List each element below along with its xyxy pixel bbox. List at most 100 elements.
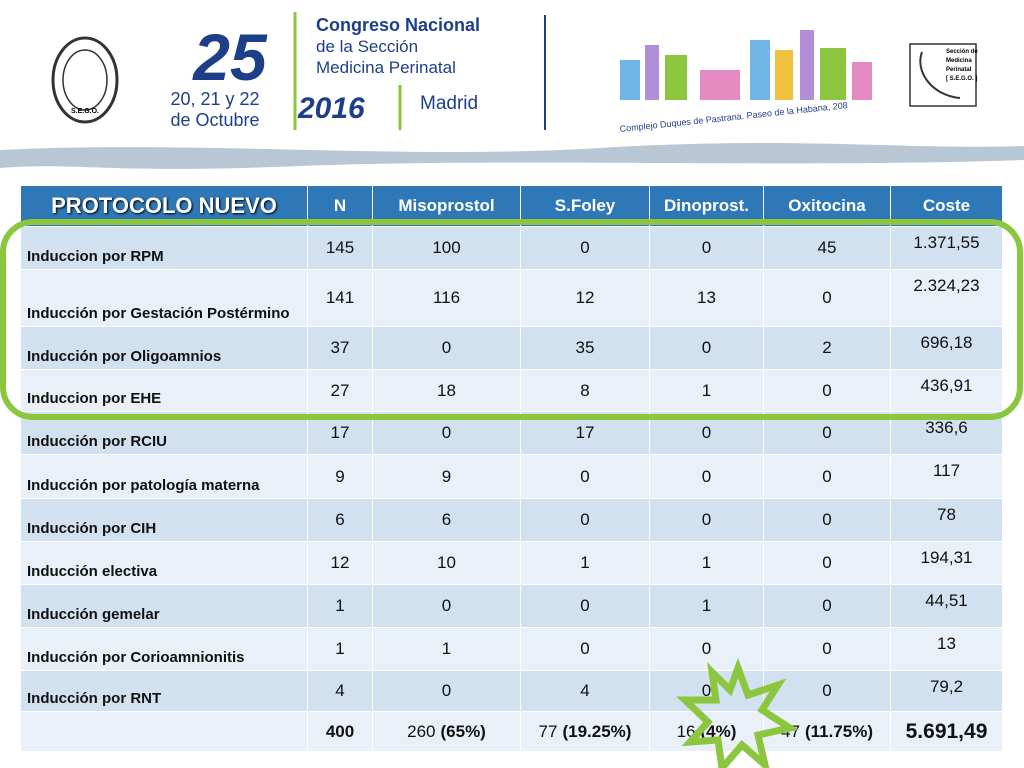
cell: 1 xyxy=(649,541,764,585)
data-row: Inducción por CIH 6 6 0 0 0 78 xyxy=(20,498,1003,542)
right-logo-text: [ S.E.G.O. ] xyxy=(946,76,977,82)
cell: 78 xyxy=(890,498,1003,542)
cell: 0 xyxy=(763,541,891,585)
right-logo-text: Perinatal xyxy=(946,67,972,73)
cell: 12 xyxy=(307,541,373,585)
cell: 27 xyxy=(307,369,373,412)
anniversary-number: 25 xyxy=(191,20,268,94)
left-logo-text: S.E.G.O. xyxy=(71,108,99,115)
total-row: 400 260 (65%) 77 (19.25%) 16 (4%) 47 (11.75%) 5.6… xyxy=(20,711,1003,752)
total-part: 5.691,49 xyxy=(905,719,988,743)
data-row: Inducción por Gestación Postérmino 141 116… xyxy=(20,269,1003,327)
cell: 0 xyxy=(763,269,891,327)
cell: 194,31 xyxy=(890,541,1003,585)
cell: 116 xyxy=(372,269,521,327)
protocol-table: PROTOCOLO NUEVO N Misoprostol S.Foley Dinopr… xyxy=(20,185,1003,752)
left-logo xyxy=(51,36,119,124)
cell: 1 xyxy=(307,584,373,628)
cell: 0 xyxy=(763,670,891,712)
total-part: (11.75%) xyxy=(804,721,873,741)
cell: 145 xyxy=(307,226,373,270)
data-row: Inducción gemelar 1 0 0 1 0 44,51 xyxy=(20,584,1003,628)
cell: 9 xyxy=(372,454,521,499)
cell: 1 xyxy=(307,627,373,671)
cell: 0 xyxy=(372,326,521,370)
cell: 4 xyxy=(307,670,373,712)
row-label: Inducción por CIH xyxy=(20,498,308,542)
cell: 6 xyxy=(307,498,373,542)
total-part: (65%) xyxy=(440,721,486,741)
year: 2016 xyxy=(297,92,365,125)
total-part: (19.25%) xyxy=(562,721,632,741)
total-cell: 5.691,49 xyxy=(890,711,1003,752)
row-label: Inducción por RCIU xyxy=(20,411,308,455)
row-label: Induccion por RPM xyxy=(20,226,308,270)
empty-cell xyxy=(20,711,308,752)
total-part: 47 xyxy=(781,721,800,741)
cell: 0 xyxy=(649,670,764,712)
cell: 12 xyxy=(520,269,650,327)
cell: 0 xyxy=(649,411,764,455)
cell: 0 xyxy=(763,454,891,499)
data-row: Induccion por RPM 145 100 0 0 45 1.371,55 xyxy=(20,226,1003,270)
data-row: Inducción por Oligoamnios 37 0 35 0 2 696,18 xyxy=(20,326,1003,370)
cell: 17 xyxy=(520,411,650,455)
cell: 1.371,55 xyxy=(890,226,1003,270)
cell: 1 xyxy=(649,584,764,628)
row-label: Inducción por Gestación Postérmino xyxy=(20,269,308,327)
data-row: Inducción por RNT 4 0 4 0 0 79,2 xyxy=(20,670,1003,712)
cell: 0 xyxy=(763,627,891,671)
header-cell: Coste xyxy=(890,185,1003,227)
left-logo-inner xyxy=(62,49,108,111)
cell: 6 xyxy=(372,498,521,542)
right-logo-figure xyxy=(919,51,961,99)
row-label: Inducción por RNT xyxy=(20,670,308,712)
cell: 44,51 xyxy=(890,584,1003,628)
row-label: Inducción por Corioamnionitis xyxy=(20,627,308,671)
data-row: Inducción por Corioamnionitis 1 1 0 0 0 13 xyxy=(20,627,1003,671)
dates-line: de Octubre xyxy=(170,110,259,130)
right-logo-text: Sección de xyxy=(946,49,978,55)
title-line: Medicina Perinatal xyxy=(316,58,456,77)
cell: 336,6 xyxy=(890,411,1003,455)
cell: 100 xyxy=(372,226,521,270)
header-cell: PROTOCOLO NUEVO xyxy=(20,185,308,227)
cell: 0 xyxy=(372,411,521,455)
total-part: 400 xyxy=(325,721,355,741)
cell: 45 xyxy=(763,226,891,270)
total-cell: 77 (19.25%) xyxy=(520,711,650,752)
total-part: 16 xyxy=(676,721,696,741)
total-cell: 47 (11.75%) xyxy=(763,711,891,752)
row-label: Induccion por EHE xyxy=(20,369,308,412)
cell: 2 xyxy=(763,326,891,370)
total-part: 77 xyxy=(538,721,558,741)
data-row: Induccion por EHE 27 18 8 1 0 436,91 xyxy=(20,369,1003,412)
cell: 436,91 xyxy=(890,369,1003,412)
header-cell: S.Foley xyxy=(520,185,650,227)
row-label: Inducción por patología materna xyxy=(20,454,308,499)
cell: 0 xyxy=(520,584,650,628)
row-label: Inducción electiva xyxy=(20,541,308,585)
cell: 1 xyxy=(372,627,521,671)
cell: 10 xyxy=(372,541,521,585)
city: Madrid xyxy=(420,93,478,114)
cell: 1 xyxy=(520,541,650,585)
cell: 0 xyxy=(520,454,650,499)
cell: 696,18 xyxy=(890,326,1003,370)
header-cell: Dinoprost. xyxy=(649,185,764,227)
cell: 0 xyxy=(372,584,521,628)
cell: 17 xyxy=(307,411,373,455)
title-line: Congreso Nacional xyxy=(316,15,480,35)
cell: 0 xyxy=(649,454,764,499)
header-cell: N xyxy=(307,185,373,227)
cell: 37 xyxy=(307,326,373,370)
cell: 0 xyxy=(520,627,650,671)
row-label: Inducción por Oligoamnios xyxy=(20,326,308,370)
cell: 117 xyxy=(890,454,1003,499)
cell: 13 xyxy=(890,627,1003,671)
cell: 4 xyxy=(520,670,650,712)
banner: S.E.G.O. 25 20, 21 y 22 de Octubre Congr… xyxy=(0,12,1024,169)
cell: 9 xyxy=(307,454,373,499)
cell: 0 xyxy=(763,584,891,628)
